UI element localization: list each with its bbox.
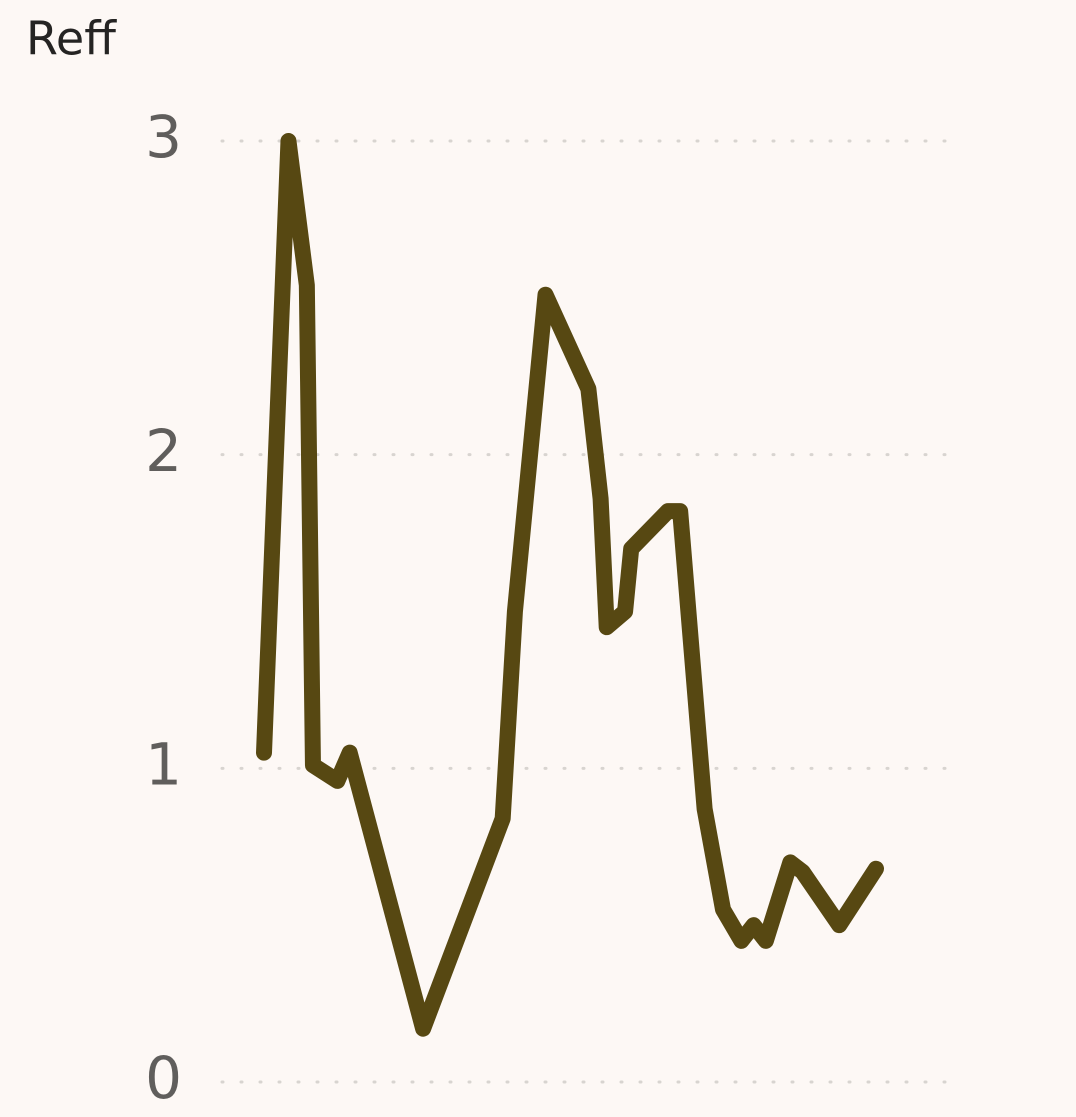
y-tick-label: 2 bbox=[145, 417, 182, 485]
chart-title: Reff bbox=[26, 12, 117, 66]
y-tick-label: 1 bbox=[145, 730, 182, 798]
line-series bbox=[256, 133, 884, 1037]
y-tick-label: 0 bbox=[145, 1044, 182, 1112]
y-tick-label: 3 bbox=[145, 103, 182, 171]
